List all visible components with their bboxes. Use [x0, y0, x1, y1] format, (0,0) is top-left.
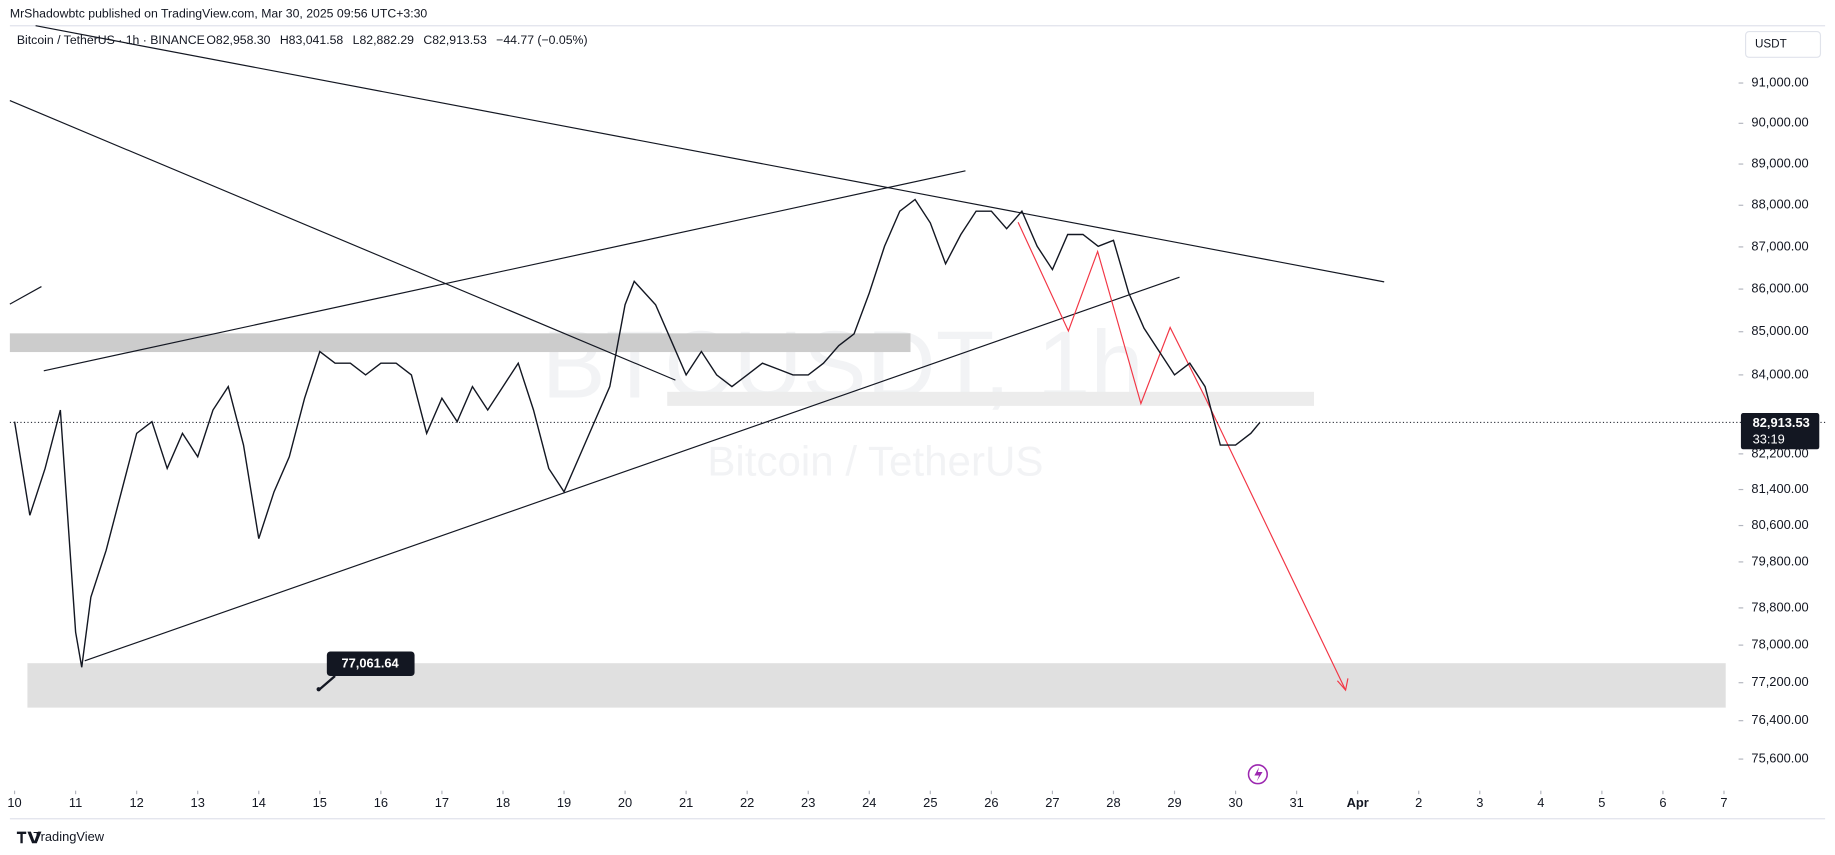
x-tick-label: 2: [1415, 795, 1422, 810]
y-tick-label: 78,000.00: [1751, 637, 1808, 652]
footer-brand: TradingView: [33, 829, 104, 844]
x-tick-label: 6: [1659, 795, 1666, 810]
x-tick-label: 10: [7, 795, 21, 810]
y-tick-label: 75,600.00: [1751, 750, 1808, 765]
y-tick-label: 78,800.00: [1751, 599, 1808, 614]
x-tick-label: 31: [1289, 795, 1303, 810]
countdown: 33:19: [1753, 431, 1785, 446]
event-icon[interactable]: [1247, 764, 1268, 785]
footer-logo: [16, 831, 42, 844]
trendline: [9, 286, 42, 305]
ohlc-legend: O82,958.30 H83,041.58 L82,882.29 C82,913.53…: [206, 33, 587, 47]
resistance-zone: [9, 333, 911, 353]
publisher-line: MrShadowbtc published on TradingView.com…: [10, 6, 428, 20]
support-zone: [27, 663, 1726, 708]
y-tick-label: 91,000.00: [1751, 74, 1808, 89]
x-tick-label: 20: [618, 795, 632, 810]
trendline: [35, 25, 1385, 283]
trendline: [9, 100, 676, 381]
resistance-zone: [667, 391, 1315, 406]
trendline: [84, 276, 1180, 662]
price-line: [13, 198, 1261, 668]
x-tick-label: 13: [191, 795, 205, 810]
x-tick-label: 3: [1476, 795, 1483, 810]
x-tick-label: 24: [862, 795, 876, 810]
ohlc-value: L82,882.29: [353, 33, 415, 47]
y-tick-label: 87,000.00: [1751, 238, 1808, 253]
ohlc-value: −44.77 (−0.05%): [496, 33, 587, 47]
ohlc-value: O82,958.30: [206, 33, 270, 47]
y-tick-label: 76,400.00: [1751, 712, 1808, 727]
last-price-label: 82,913.53: [1753, 415, 1810, 430]
x-tick-label: 12: [130, 795, 144, 810]
x-tick-label: 19: [557, 795, 571, 810]
projection-path: [1017, 221, 1347, 691]
y-tick-label: 84,000.00: [1751, 366, 1808, 381]
y-tick-label: 77,200.00: [1751, 674, 1808, 689]
y-tick-label: 85,000.00: [1751, 323, 1808, 338]
y-tick-label: 88,000.00: [1751, 197, 1808, 212]
arrow-head: [1336, 678, 1349, 692]
x-tick-label: 16: [374, 795, 388, 810]
y-tick-label: 86,000.00: [1751, 280, 1808, 295]
annotation-box: [326, 651, 415, 677]
currency-button[interactable]: [1745, 30, 1822, 58]
ohlc-value: H83,041.58: [280, 33, 344, 47]
trendline: [43, 170, 966, 372]
currency-label[interactable]: USDT: [1755, 38, 1787, 51]
x-tick-label: 23: [801, 795, 815, 810]
y-tick-label: 89,000.00: [1751, 155, 1808, 170]
y-tick-label: 79,800.00: [1751, 553, 1808, 568]
x-tick-label: Apr: [1347, 795, 1369, 810]
x-tick-label: 30: [1228, 795, 1242, 810]
x-tick-label: 28: [1106, 795, 1120, 810]
x-tick-label: 14: [252, 795, 266, 810]
x-tick-label: 18: [496, 795, 510, 810]
x-tick-label: 25: [923, 795, 937, 810]
x-tick-label: 11: [69, 795, 82, 810]
x-tick-label: 7: [1720, 795, 1727, 810]
x-tick-label: 22: [740, 795, 754, 810]
last-price-box: [1740, 413, 1820, 450]
x-tick-label: 27: [1045, 795, 1059, 810]
watermark-sub: Bitcoin / TetherUS: [707, 437, 1043, 484]
x-tick-label: 4: [1537, 795, 1544, 810]
x-tick-label: 15: [313, 795, 327, 810]
ohlc-value: C82,913.53: [423, 33, 487, 47]
y-tick-label: 80,600.00: [1751, 517, 1808, 532]
x-tick-label: 29: [1167, 795, 1181, 810]
x-tick-label: 5: [1598, 795, 1605, 810]
x-tick-label: 26: [984, 795, 998, 810]
x-tick-label: 17: [435, 795, 449, 810]
x-tick-label: 21: [679, 795, 693, 810]
annotation-pointer: [317, 675, 336, 691]
event-icon-bolt: [1254, 767, 1263, 782]
y-tick-label: 90,000.00: [1751, 115, 1808, 130]
y-tick-label: 81,400.00: [1751, 481, 1808, 496]
annotation-label: 77,061.64: [342, 656, 400, 671]
